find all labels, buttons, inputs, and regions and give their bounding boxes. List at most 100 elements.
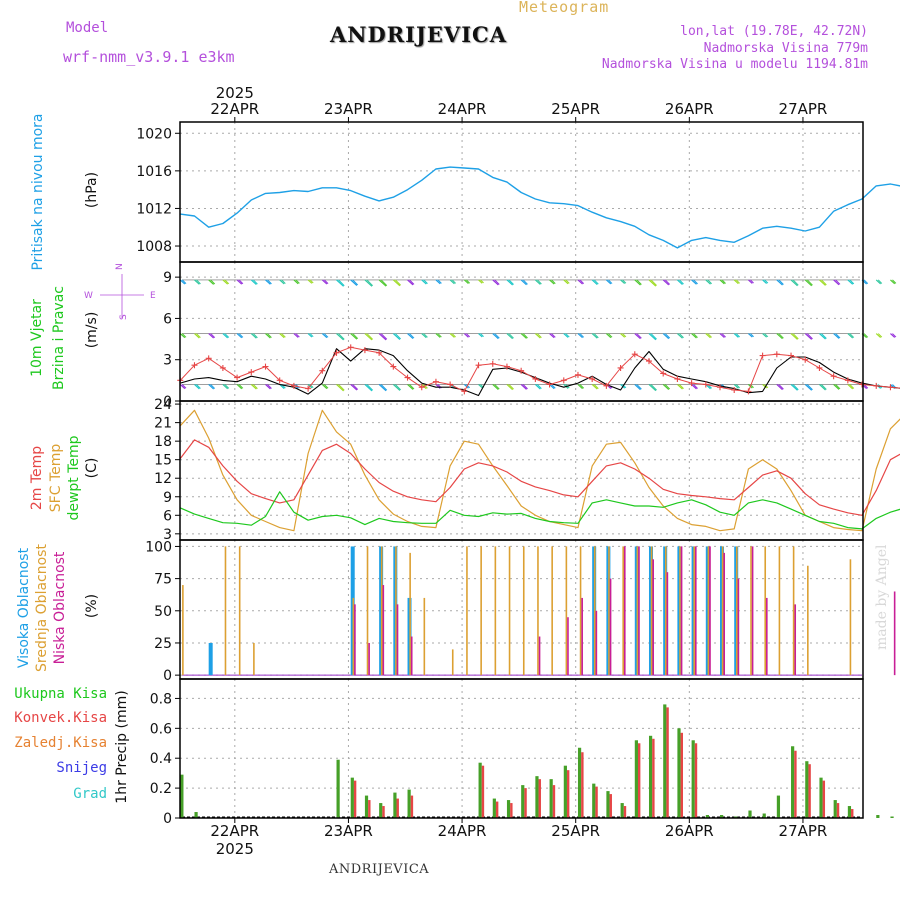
- precip-total-bar: [549, 779, 553, 818]
- precip-conv-bar: [680, 732, 683, 818]
- wind-barb-feather: [750, 333, 754, 338]
- wind-barb: [265, 333, 271, 339]
- wind-barb-feather: [352, 333, 359, 339]
- wind-barb-feather: [423, 384, 428, 389]
- wind-barb: [605, 279, 612, 285]
- wind-barb-feather: [196, 279, 201, 285]
- wind-barb: [250, 333, 257, 339]
- wind-barb-feather: [707, 333, 712, 338]
- precip-conv-bar: [581, 752, 584, 818]
- wind-gust-marker: [347, 344, 354, 351]
- wind-barb: [250, 384, 257, 390]
- wind-barb-feather: [565, 279, 570, 284]
- wind-barb: [293, 279, 299, 285]
- precip-legend-frz: Zaledj.Kisa: [14, 735, 107, 751]
- pressure-line: [180, 166, 900, 249]
- wind-gust-marker: [447, 381, 454, 388]
- wind-barb-feather: [252, 333, 258, 339]
- wind-barb: [776, 384, 783, 391]
- wind-barb-feather: [210, 279, 216, 285]
- y-tick-label: 3: [163, 353, 172, 369]
- precip-conv-bar: [566, 770, 570, 818]
- wind-barb-feather: [821, 384, 827, 390]
- wind-barb-feather: [465, 384, 471, 389]
- wind-barb-feather: [693, 279, 698, 285]
- wind-barb-feather: [835, 279, 841, 285]
- wind-barb-feather: [892, 333, 897, 338]
- wind-gust-marker: [617, 364, 624, 371]
- wind-barb-feather: [323, 279, 329, 284]
- wind-gust-line: [179, 346, 900, 392]
- precip-conv-bar: [794, 750, 797, 818]
- cloud-high-bar: [208, 642, 213, 676]
- wind-barb: [179, 279, 186, 285]
- wind-barb-feather: [877, 279, 883, 284]
- precip-conv-bar: [396, 798, 399, 818]
- precip-total-bar: [847, 806, 852, 818]
- wind-barb-feather: [409, 333, 415, 339]
- wind-barb-feather: [338, 384, 345, 391]
- y-tick-label: 9: [163, 490, 172, 506]
- precip-total-bar: [492, 798, 496, 818]
- wind-gust-marker: [205, 355, 212, 362]
- precip-legend-conv: Konvek.Kisa: [14, 710, 107, 726]
- wind-gust-marker: [731, 386, 738, 393]
- wind-barb-feather: [537, 333, 542, 338]
- wind-gust-marker: [461, 388, 468, 395]
- wind-barb-feather: [863, 333, 869, 338]
- wind-barb-feather: [806, 384, 813, 391]
- wind-barb: [463, 384, 469, 389]
- wind-barb: [719, 279, 725, 285]
- wind-barb-feather: [579, 279, 585, 284]
- wind-barb: [520, 384, 527, 390]
- precip-conv-bar: [382, 806, 385, 818]
- top-day-label: 22APR: [210, 100, 259, 118]
- wind-gust-marker: [503, 363, 510, 370]
- wind-barb: [776, 279, 783, 286]
- wind-barb: [577, 333, 583, 339]
- y-tick-label: 0: [163, 811, 172, 827]
- wind-barb: [364, 384, 373, 392]
- wind-barb: [321, 333, 328, 339]
- elevation: Nadmorska Visina 779m: [703, 41, 868, 56]
- wind-gust-marker: [489, 360, 496, 367]
- precip-total-bar: [819, 777, 823, 818]
- wind-gust-marker: [518, 367, 525, 374]
- wind-gust-marker: [745, 388, 752, 395]
- wind-barb-feather: [366, 279, 374, 287]
- wind-gust-marker: [262, 363, 269, 370]
- compass-south-label: S: [119, 314, 129, 320]
- sfc-temp-line: [179, 409, 900, 532]
- wind-barb: [620, 333, 626, 338]
- meteogram-label: Meteogram: [519, 0, 610, 16]
- wind-barb: [719, 333, 725, 338]
- wind-gust-marker: [660, 370, 667, 377]
- wind-barb-feather: [849, 279, 855, 285]
- wind-barb: [577, 384, 583, 390]
- y-tick-label: 15: [154, 453, 172, 469]
- top-day-label: 27APR: [779, 100, 828, 118]
- precip-total-bar: [478, 762, 482, 818]
- bottom-day-label: 27APR: [779, 822, 828, 840]
- wind-barb: [265, 384, 271, 390]
- wind-barb-feather: [593, 279, 599, 285]
- wind-barb-feather: [380, 333, 388, 340]
- wind-barb: [762, 279, 768, 284]
- wind-barb: [478, 384, 483, 389]
- precip-total-bar: [407, 789, 411, 818]
- wind-barb: [250, 279, 257, 285]
- wind-barb-feather: [267, 384, 272, 389]
- wind-barb: [634, 279, 641, 286]
- wind-barb-feather: [565, 333, 570, 338]
- wind-barb-feather: [806, 333, 813, 340]
- wind-barb: [819, 384, 826, 391]
- wind-barb-feather: [480, 333, 484, 337]
- wind-barb-feather: [679, 279, 684, 285]
- precip-conv-bar: [353, 780, 357, 818]
- wind-barb: [762, 384, 768, 389]
- wind-gust-marker: [631, 351, 638, 358]
- wind-barb: [819, 333, 826, 340]
- precip-total-bar: [379, 803, 383, 818]
- y-tick-label: 75: [154, 572, 172, 588]
- wind-barb-feather: [608, 333, 613, 338]
